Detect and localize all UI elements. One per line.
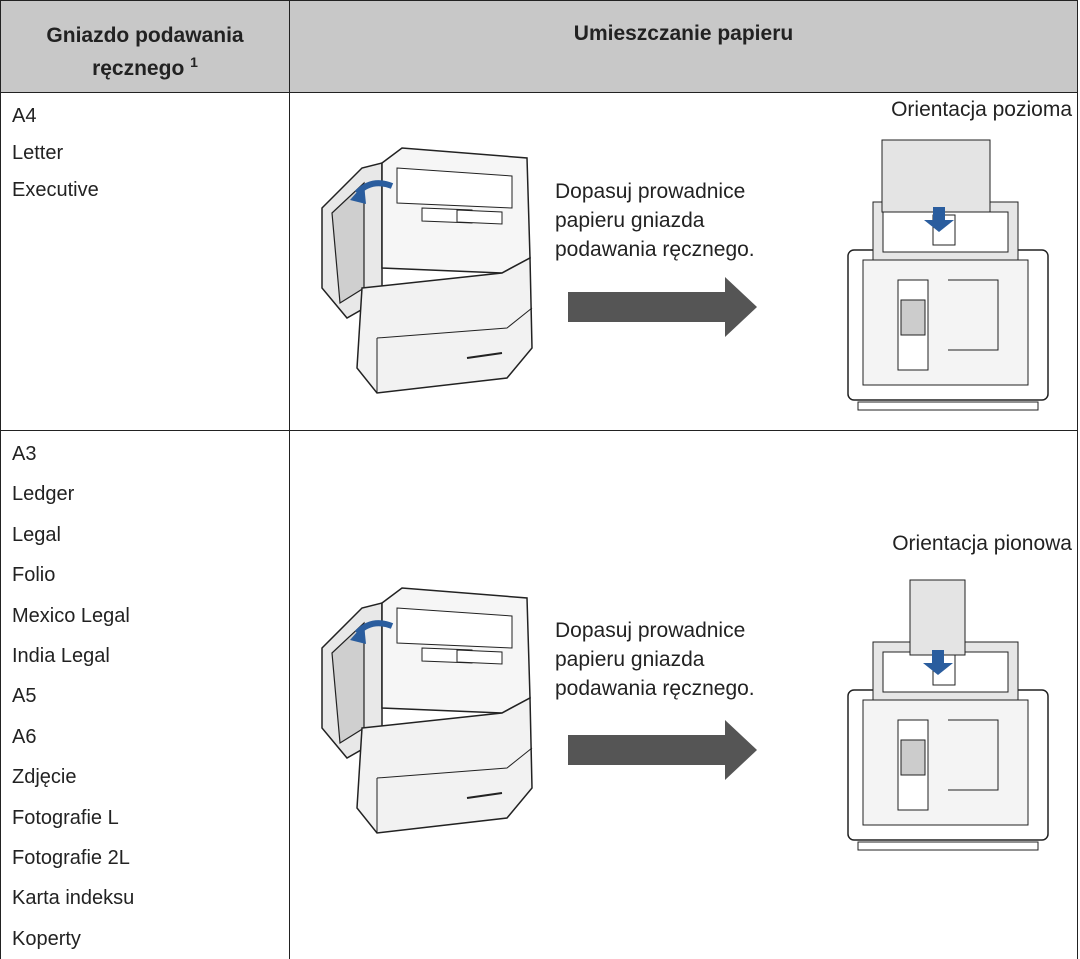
paper-size: A3	[12, 443, 37, 465]
paper-size: Karta indeksu	[12, 887, 135, 910]
paper-size: Koperty	[12, 927, 81, 950]
printer-illustration	[322, 588, 532, 833]
border	[0, 0, 1, 959]
border	[0, 92, 1078, 93]
instruction-line: podawania ręcznego.	[555, 677, 755, 700]
border	[289, 0, 290, 959]
instruction-line: papieru gniazda	[555, 648, 705, 671]
instruction-line: papieru gniazda	[555, 209, 705, 232]
paper-size: Fotografie L	[12, 806, 119, 829]
printer-top-illustration	[847, 641, 1049, 851]
instruction-line: Dopasuj prowadnice	[555, 180, 746, 203]
arrow-shaft	[568, 292, 728, 322]
orientation-label: Orientacja pionowa	[892, 532, 1072, 555]
orientation-label: Orientacja pozioma	[891, 98, 1072, 121]
paper	[881, 139, 991, 213]
paper-size: A4	[12, 105, 37, 127]
border	[0, 0, 1078, 1]
paper-size: Fotografie 2L	[12, 847, 130, 869]
paper-size: Executive	[12, 179, 99, 201]
instruction-line: Dopasuj prowadnice	[555, 619, 746, 642]
header-cell: Umieszczanie papieru	[290, 1, 1077, 92]
header-cell: Gniazdo podawania ręcznego 1	[1, 1, 289, 92]
arrow-shaft	[568, 735, 728, 765]
paper-size: Folio	[12, 564, 56, 587]
border	[0, 430, 1078, 431]
paper	[909, 579, 966, 656]
arrow-head	[725, 720, 757, 780]
paper-size: Legal	[12, 523, 61, 546]
paper-size: India Legal	[12, 645, 110, 667]
instruction-line: podawania ręcznego.	[555, 238, 755, 261]
printer-illustration	[322, 148, 532, 393]
paper-size: A6	[12, 725, 37, 748]
down-arrow	[924, 207, 954, 232]
border	[1077, 0, 1078, 959]
header-text: Gniazdo podawania ręcznego 1	[1, 1, 289, 82]
paper-size: A5	[12, 685, 37, 708]
column-header: Umieszczanie papieru	[573, 22, 794, 45]
down-arrow	[923, 650, 953, 675]
paper-size: Zdjęcie	[12, 766, 77, 789]
column-header: Gniazdo podawania ręcznego	[46, 24, 244, 80]
arrow-head	[725, 277, 757, 337]
paper-size: Ledger	[12, 483, 75, 506]
printer-top-illustration	[847, 201, 1049, 411]
footnote-mark: 1	[190, 54, 198, 70]
paper-size: Letter	[12, 142, 64, 164]
paper-size: Mexico Legal	[12, 604, 130, 627]
